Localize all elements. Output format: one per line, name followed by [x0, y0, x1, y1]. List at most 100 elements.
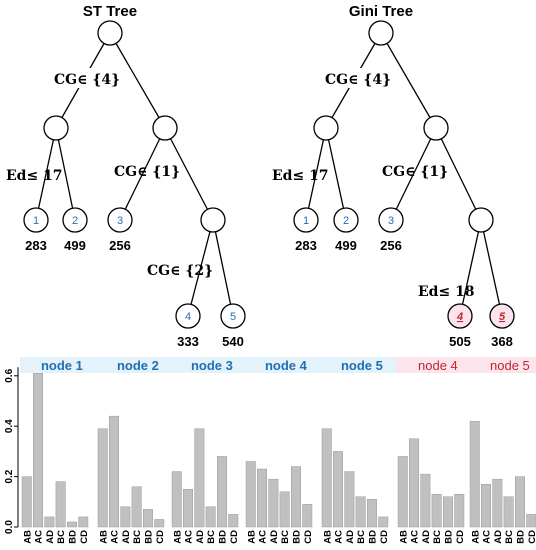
gini-leaf-3 — [378, 207, 404, 233]
x-tick-label: AB — [172, 530, 183, 544]
st-left-node — [43, 115, 69, 141]
bar — [216, 456, 227, 528]
bar — [55, 481, 66, 528]
bar — [443, 496, 453, 528]
x-tick-label: AD — [195, 530, 206, 544]
panel-title-bg — [396, 357, 482, 373]
st-leaf-1-count: 283 — [25, 238, 47, 253]
bar — [344, 471, 355, 528]
bar — [245, 461, 256, 528]
bar — [469, 420, 480, 528]
x-tick-label: CD — [303, 530, 314, 544]
bar — [526, 514, 536, 528]
panel-title: node 4 — [265, 358, 308, 373]
x-tick-label: BC — [432, 530, 443, 544]
x-tick-label: AC — [482, 530, 493, 544]
st-leaf-3-count: 256 — [109, 238, 131, 253]
x-tick-label: BD — [367, 530, 378, 544]
panel-title-bg — [320, 357, 406, 373]
bar — [279, 491, 290, 528]
x-tick-label: BC — [206, 530, 217, 544]
bar — [420, 473, 431, 528]
x-tick-label: BD — [217, 530, 228, 544]
bar — [78, 516, 89, 528]
st-leaf-1 — [23, 207, 49, 233]
st-leaf-2 — [62, 207, 88, 233]
bar — [454, 494, 465, 528]
st-leaf-3 — [107, 207, 133, 233]
x-tick-label: CD — [455, 530, 466, 544]
gini-right-split-label: CG∈ {1} — [382, 164, 448, 180]
gini-leaf-4-id: 4 — [456, 311, 463, 323]
bar — [302, 504, 313, 528]
x-tick-label: BC — [56, 530, 67, 544]
bar — [154, 519, 165, 528]
panel-title: node 2 — [117, 358, 159, 373]
x-tick-label: AB — [470, 530, 481, 544]
panel-title-bg — [170, 357, 256, 373]
bar — [481, 483, 491, 528]
gini-edge-rr-leaf5 — [480, 219, 503, 317]
bar — [205, 506, 216, 528]
x-tick-label: AD — [121, 530, 132, 544]
bar — [120, 506, 131, 528]
st-leaf-2-count: 499 — [64, 238, 86, 253]
gini-leaf-1-count: 283 — [295, 238, 317, 253]
x-tick-label: BD — [143, 530, 154, 544]
x-tick-label: AD — [493, 530, 504, 544]
bar — [257, 468, 267, 528]
x-tick-label: BD — [515, 530, 526, 544]
x-tick-label: BC — [280, 530, 291, 544]
panel-title: node 5 — [341, 358, 383, 373]
st-root-split-bg — [50, 68, 112, 88]
bar-panel: node 1AB AC AD BC BD CD — [20, 357, 106, 544]
bar — [503, 496, 514, 528]
x-tick-label: BC — [132, 530, 143, 544]
bar-y-axis: 0.0 0.2 0.4 0.6 — [4, 367, 19, 534]
x-tick-label: AB — [98, 530, 109, 544]
st-leaf-4-id: 4 — [185, 311, 191, 323]
bar-panel: node 3AB AC AD BC BD CD — [170, 357, 256, 544]
panel-title: node 1 — [41, 358, 83, 373]
st-root-node — [97, 20, 123, 46]
x-tick-label: AC — [34, 530, 45, 544]
x-tick-label: CD — [79, 530, 90, 544]
st-leaf-1-id: 1 — [33, 215, 39, 227]
gini-rr-node — [468, 207, 494, 233]
gini-leaf-2-id: 2 — [343, 215, 349, 227]
gini-edge-left-leaf1 — [305, 127, 327, 221]
bar — [97, 428, 108, 528]
st-leaf-4 — [175, 303, 201, 329]
x-tick-label: AC — [258, 530, 269, 544]
st-leaf-5-count: 540 — [222, 334, 244, 349]
bar — [291, 466, 301, 528]
x-tick-label: AD — [421, 530, 432, 544]
gini-leaf-4-count: 505 — [449, 334, 471, 349]
panel-title: node 3 — [191, 358, 233, 373]
st-right-split-label: CG∈ {1} — [114, 164, 180, 180]
x-tick-label: AC — [334, 530, 345, 544]
st-leaf-3-id: 3 — [117, 215, 123, 227]
bar-panel: node 4AB AC AD BC BD CD — [244, 357, 330, 544]
gini-leaf-5-id: 5 — [499, 311, 506, 323]
bar — [515, 476, 525, 528]
gini-edge-right-leaf3 — [390, 127, 437, 221]
gini-edge-left-leaf2 — [325, 127, 347, 221]
panel-title-bg — [20, 357, 106, 373]
x-tick-label: AB — [322, 530, 333, 544]
bar — [109, 415, 120, 528]
gini-edge-right-rr — [435, 127, 482, 221]
panel-title: node 4 — [418, 358, 458, 373]
st-edge-root-right — [109, 32, 166, 129]
x-tick-label: AB — [22, 530, 33, 544]
gini-leaf-5 — [489, 303, 515, 329]
st-leaf-4-count: 333 — [177, 334, 199, 349]
x-tick-label: BD — [67, 530, 78, 544]
bar — [355, 496, 366, 528]
bar — [171, 471, 182, 528]
x-tick-label: AD — [269, 530, 280, 544]
gini-leaf-3-count: 256 — [380, 238, 402, 253]
gini-tree-title: Gini Tree — [349, 3, 413, 20]
bar — [66, 521, 77, 528]
y-tick-label: 0.0 — [4, 520, 15, 534]
